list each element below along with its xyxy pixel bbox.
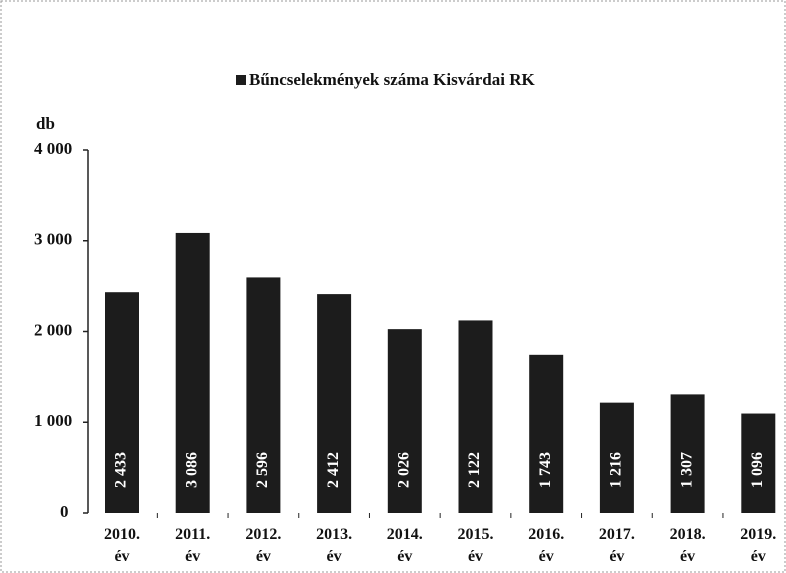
- data-label: 1 743: [537, 452, 554, 488]
- bar: [175, 232, 210, 513]
- y-tick-label: 4 000: [34, 139, 72, 158]
- y-axis-label: db: [36, 114, 55, 133]
- x-tick-label: 2018. év: [669, 526, 706, 565]
- data-label: 2 122: [466, 452, 483, 488]
- data-label: 3 086: [183, 452, 200, 488]
- bar: [741, 413, 776, 513]
- x-tick-label: 2017. év: [598, 526, 635, 565]
- x-tick-label: 2019. év: [740, 526, 777, 565]
- bar: [458, 320, 493, 513]
- bar: [670, 394, 705, 513]
- x-tick-label: 2014. év: [386, 526, 423, 565]
- bar: [317, 294, 352, 513]
- y-tick-label: 1 000: [34, 411, 72, 430]
- data-label: 1 096: [749, 452, 766, 488]
- legend-swatch: [236, 75, 246, 85]
- y-tick-label: 2 000: [34, 320, 72, 339]
- data-label: 1 216: [608, 452, 625, 488]
- data-label: 2 596: [254, 452, 271, 488]
- x-tick-label: 2013. év: [316, 526, 353, 565]
- x-tick-label: 2010. év: [104, 526, 140, 565]
- bar: [246, 277, 281, 513]
- bar: [529, 354, 564, 513]
- x-tick-label: 2016. év: [528, 526, 565, 565]
- bar: [387, 329, 422, 513]
- x-tick-label: 2015. év: [457, 526, 494, 565]
- data-label: 2 412: [325, 452, 342, 488]
- data-label: 1 307: [678, 452, 695, 488]
- x-tick-label: 2012. év: [245, 526, 282, 565]
- legend-label: Bűncselekmények száma Kisvárdai RK: [249, 70, 535, 89]
- y-tick-label: 3 000: [34, 230, 72, 249]
- data-label: 2 433: [113, 452, 130, 488]
- bar: [105, 292, 139, 513]
- data-label: 2 026: [395, 452, 412, 488]
- x-tick-label: 2011. év: [175, 526, 211, 565]
- bar: [599, 402, 634, 513]
- y-tick-label: 0: [60, 502, 69, 521]
